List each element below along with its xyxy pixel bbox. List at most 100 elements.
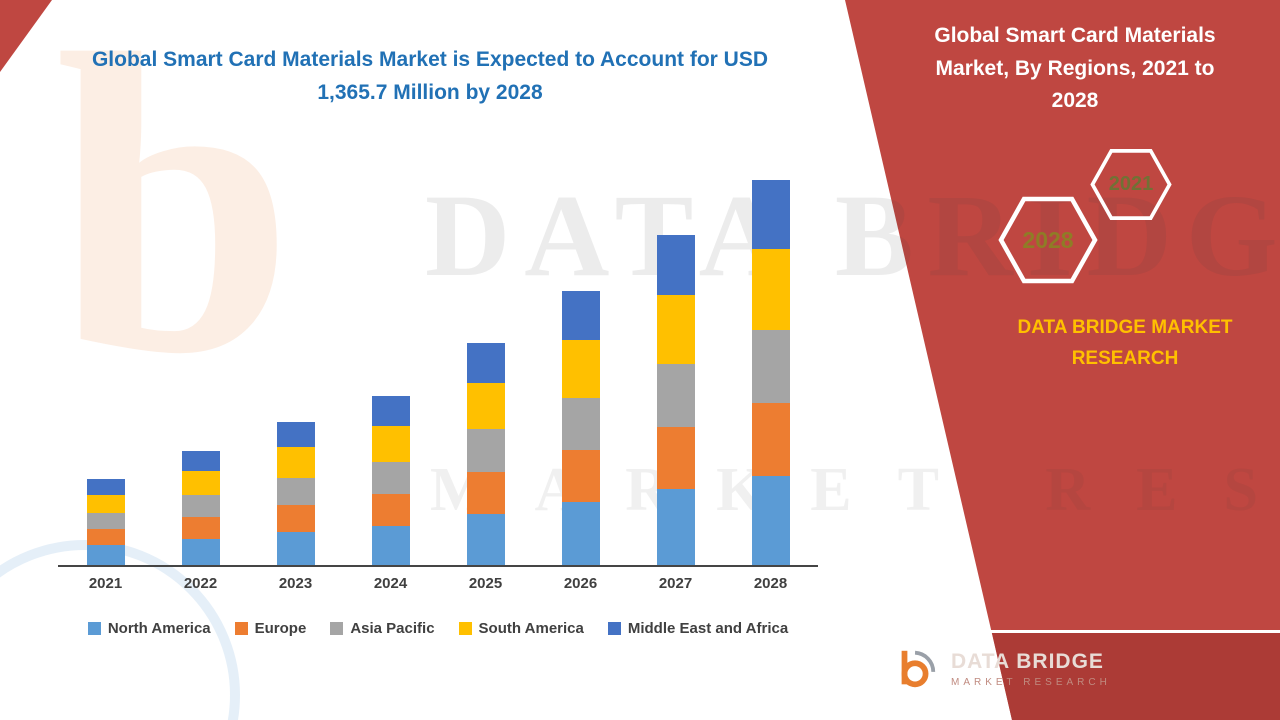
bar-segment (561, 397, 600, 450)
bar-segment (561, 501, 600, 565)
footer-brand-name: DATA BRIDGE (951, 650, 1104, 673)
x-axis-label: 2025 (468, 575, 503, 592)
bar-column (438, 178, 533, 565)
bar-stack (656, 235, 695, 565)
bar-column (343, 178, 438, 565)
bar-segment (86, 512, 125, 529)
bar-segment (181, 517, 220, 539)
bar-segment (371, 461, 410, 494)
bar-column (58, 178, 153, 565)
bar-segment (276, 477, 315, 505)
brand-text: DATA BRIDGE MARKET RESEARCH (1017, 317, 1233, 370)
bar-segment (466, 343, 505, 383)
bar-segment (466, 471, 505, 514)
legend-label: South America (478, 620, 584, 637)
bar-segment (751, 476, 790, 565)
bar-column (248, 178, 343, 565)
bar-segment (561, 340, 600, 398)
bar-segment (561, 290, 600, 341)
bar-stack (751, 180, 790, 565)
footer-separator-line (991, 630, 1280, 633)
side-panel-title: Global Smart Card Materials Market, By R… (934, 24, 1216, 113)
bar-segment (181, 538, 220, 565)
bar-segment (86, 528, 125, 546)
legend-item: Asia Pacific (330, 620, 435, 637)
legend-label: North America (107, 620, 211, 637)
legend-label: Europe (254, 620, 307, 637)
legend-swatch (87, 622, 101, 635)
bars-row (58, 178, 818, 565)
bar-segment (466, 382, 505, 430)
x-axis-label: 2022 (183, 575, 218, 592)
bar-stack (371, 395, 410, 565)
footer-brand-subtitle: MARKET RESEARCH (951, 677, 1111, 688)
bar-segment (656, 364, 695, 427)
bar-stack (181, 451, 220, 565)
bar-segment (86, 494, 125, 513)
chart-title: Global Smart Card Materials Market is Ex… (91, 48, 769, 104)
bar-segment (86, 479, 125, 495)
bar-segment (181, 471, 220, 496)
bar-segment (181, 495, 220, 518)
hexagon-2021-label: 2021 (1108, 173, 1154, 195)
bar-segment (656, 489, 695, 565)
legend-item: Europe (234, 620, 307, 637)
bar-segment (656, 294, 695, 365)
bar-segment (371, 426, 410, 462)
bar-segment (276, 504, 315, 533)
x-axis-label: 2027 (658, 575, 693, 592)
legend-label: Middle East and Africa (627, 620, 789, 637)
bar-segment (656, 235, 695, 295)
legend-swatch (234, 622, 248, 635)
bar-segment (86, 545, 125, 565)
hexagon-2028: 2028 (998, 196, 1098, 284)
bar-segment (276, 421, 315, 448)
hexagon-2028-label: 2028 (1022, 226, 1074, 253)
bar-segment (371, 493, 410, 527)
bar-segment (371, 526, 410, 565)
x-axis-line (58, 565, 818, 567)
dbmr-b-logo-icon (901, 650, 936, 688)
bar-segment (371, 395, 410, 427)
bar-segment (751, 403, 790, 477)
x-axis-labels: 2021 2022 2023 2024 2025 2026 2027 2028 (58, 575, 818, 592)
legend-swatch (458, 622, 472, 635)
bar-segment (656, 426, 695, 490)
legend-label: Asia Pacific (350, 620, 435, 637)
hexagon-outline-icon (998, 196, 1098, 284)
footer-logo-text: DATA BRIDGE MARKET RESEARCH (951, 650, 1111, 688)
bar-stack (466, 343, 505, 565)
chart-legend: North America Europe Asia Pacific South Ame… (58, 620, 818, 637)
bar-segment (751, 329, 790, 404)
bar-column (533, 178, 628, 565)
bar-stack (86, 479, 125, 565)
bar-segment (276, 532, 315, 565)
bar-stack (561, 290, 600, 565)
hexagon-outline-icon (1090, 149, 1172, 220)
bar-segment (466, 429, 505, 472)
x-axis-label: 2021 (88, 575, 123, 592)
legend-item: North America (87, 620, 211, 637)
legend-swatch (330, 622, 344, 635)
bar-segment (181, 451, 220, 472)
bar-chart: 2021 2022 2023 2024 2025 2026 2027 2028 North A… (58, 178, 818, 637)
footer-logo: DATA BRIDGE MARKET RESEARCH (893, 646, 1111, 692)
x-axis-label: 2024 (373, 575, 408, 592)
bar-stack (276, 421, 315, 565)
bar-segment (276, 447, 315, 478)
x-axis-label: 2026 (563, 575, 598, 592)
bar-segment (466, 513, 505, 565)
legend-swatch (607, 622, 621, 635)
footer-band (992, 633, 1280, 720)
bar-segment (751, 249, 790, 330)
legend-item: Middle East and Africa (607, 620, 789, 637)
x-axis-label: 2028 (753, 575, 788, 592)
legend-item: South America (458, 620, 584, 637)
bar-segment (561, 449, 600, 502)
hexagon-2021: 2021 (1090, 148, 1172, 221)
x-axis-label: 2023 (278, 575, 313, 592)
bar-column (153, 178, 248, 565)
bar-segment (751, 180, 790, 250)
bar-column (628, 178, 723, 565)
